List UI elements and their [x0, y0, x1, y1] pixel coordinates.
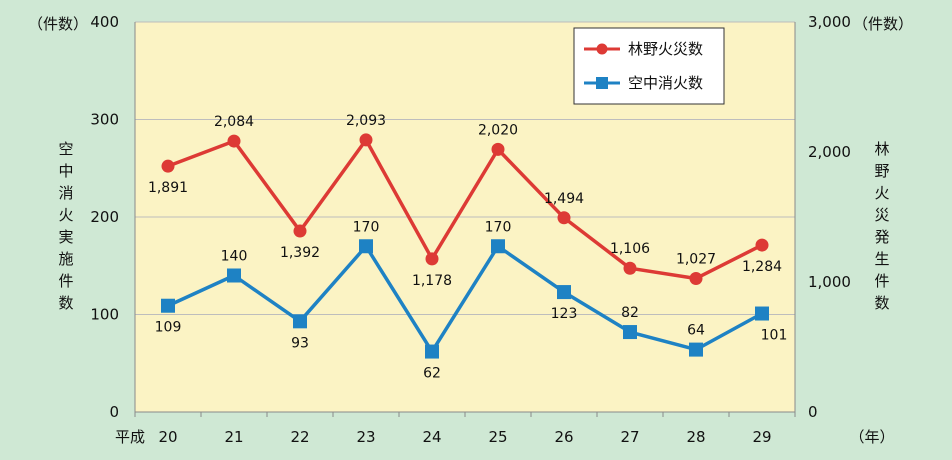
aerial-point: [425, 344, 439, 359]
aerial-point: [491, 239, 505, 254]
x-tick-label: 29: [752, 428, 771, 446]
left-tick-label: 0: [109, 403, 119, 421]
fire-point: [227, 134, 241, 148]
fire-point: [293, 224, 307, 238]
aerial-data-label: 140: [221, 249, 248, 265]
fire-point: [359, 133, 373, 147]
fire-data-label: 1,027: [676, 251, 716, 267]
x-tick-label: 24: [422, 428, 441, 446]
fire-point: [755, 238, 769, 252]
aerial-point: [623, 325, 637, 340]
right-axis-title-char: 災: [874, 206, 889, 224]
aerial-point: [689, 342, 703, 357]
fire-data-label: 2,084: [214, 114, 254, 130]
fire-data-label: 2,093: [346, 113, 386, 129]
axes: 0 100 200 300 400 0 1,000 2,000 3,000 20 21 22 23 24 2…: [90, 13, 851, 446]
x-tick-label: 20: [158, 428, 177, 446]
aerial-data-label: 62: [423, 366, 441, 382]
grid: [135, 21, 795, 315]
fire-point: [491, 142, 505, 156]
fire-point: [425, 252, 439, 266]
x-tick-label: 25: [488, 428, 507, 446]
right-axis-title-char: 件: [874, 272, 889, 290]
series-line-aerial: [167, 244, 763, 354]
fire-point: [623, 261, 637, 275]
legend: 林野火災数 空中消火数: [573, 27, 725, 105]
fire-data-label: 1,284: [742, 259, 782, 275]
right-axis-unit: （件数）: [853, 15, 913, 33]
aerial-point: [359, 239, 373, 254]
aerial-data-label: 170: [353, 219, 380, 235]
legend-label-aerial: 空中消火数: [628, 74, 703, 92]
x-tick-label: 27: [620, 428, 639, 446]
right-axis-title-char: 野: [874, 162, 889, 180]
x-tick-label: 21: [224, 428, 243, 446]
fire-point: [161, 159, 175, 173]
x-tick-label: 22: [290, 428, 309, 446]
right-tick-label: 2,000: [808, 143, 851, 161]
aerial-data-label: 170: [485, 219, 512, 235]
x-tick-label: 28: [686, 428, 705, 446]
aerial-data-label: 109: [155, 320, 182, 336]
left-tick-label: 300: [90, 111, 119, 129]
left-tick-label: 200: [90, 208, 119, 226]
right-tick-label: 3,000: [808, 13, 851, 31]
right-tick-label: 1,000: [808, 273, 851, 291]
fire-data-label: 1,494: [544, 191, 584, 207]
right-axis-title-char: 火: [874, 184, 889, 202]
aerial-data-label: 93: [291, 335, 309, 351]
fire-data-label: 1,891: [148, 180, 188, 196]
left-axis-title-char: 数: [58, 294, 73, 312]
aerial-data-label: 101: [761, 328, 788, 344]
left-axis-title-char: 空: [58, 140, 73, 158]
aerial-point: [557, 285, 571, 300]
right-tick-label: 0: [808, 403, 818, 421]
series-layer: [161, 133, 769, 359]
data-labels: 1,891 2,084 1,392 2,093 1,178 2,020 1,494 1,106…: [148, 113, 787, 382]
left-axis-title-char: 施: [58, 250, 73, 268]
aerial-point: [227, 268, 241, 283]
legend-marker-fire: [596, 43, 608, 55]
aerial-data-label: 82: [621, 305, 639, 321]
legend-box: [573, 27, 725, 105]
aerial-point: [161, 298, 175, 313]
left-axis-title-char: 消: [58, 184, 73, 202]
right-axis-title-char: 林: [874, 140, 889, 158]
left-tick-label: 400: [90, 13, 119, 31]
right-axis-title-char: 生: [874, 250, 889, 268]
x-tick-label: 26: [554, 428, 573, 446]
legend-label-fire: 林野火災数: [628, 40, 703, 58]
aerial-data-label: 123: [551, 306, 578, 322]
left-axis-title-char: 火: [58, 206, 73, 224]
fire-data-label: 1,392: [280, 245, 320, 261]
aerial-data-label: 64: [687, 323, 705, 339]
x-axis-unit: （年）: [849, 428, 894, 446]
aerial-point: [293, 314, 307, 329]
left-axis-title-char: 件: [58, 272, 73, 290]
left-tick-label: 100: [90, 306, 119, 324]
left-axis-title-char: 実: [58, 228, 73, 246]
x-axis-prefix: 平成: [115, 428, 145, 446]
x-tick-label: 23: [356, 428, 375, 446]
fire-data-label: 1,178: [412, 273, 452, 289]
legend-marker-aerial: [596, 77, 608, 89]
fire-point: [557, 211, 571, 225]
aerial-point: [755, 306, 769, 321]
series-line-fire: [167, 138, 763, 281]
right-axis-title-char: 数: [874, 294, 889, 312]
fire-data-label: 2,020: [478, 122, 518, 138]
left-axis-title-char: 中: [58, 162, 73, 180]
left-axis-unit: （件数）: [28, 15, 88, 33]
fire-data-label: 1,106: [610, 241, 650, 257]
fire-point: [689, 271, 703, 285]
right-axis-title-char: 発: [874, 228, 889, 246]
